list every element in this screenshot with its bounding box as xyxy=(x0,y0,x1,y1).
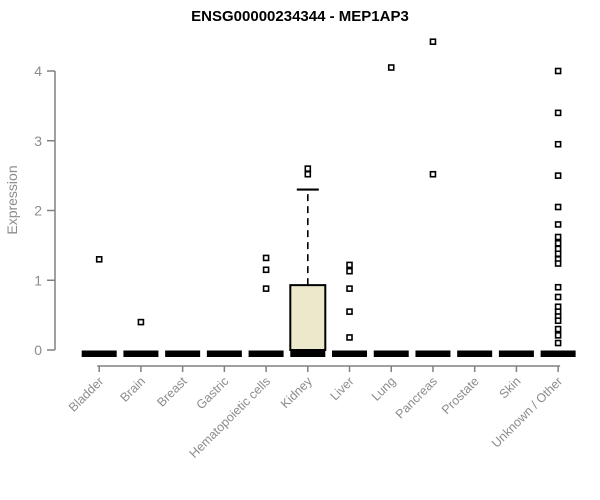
outlier-point-kidney xyxy=(304,165,312,172)
median-bar-bladder xyxy=(81,350,117,357)
x-tick-label-lung: Lung xyxy=(369,374,399,404)
median-bar-liver xyxy=(332,350,368,357)
box-kidney xyxy=(289,284,327,352)
y-tick-label: 3 xyxy=(34,133,42,149)
x-tick-label-kidney: Kidney xyxy=(278,374,315,411)
x-tick-label-liver: Liver xyxy=(328,374,357,403)
median-bar-kidney xyxy=(290,350,326,357)
outlier-point-unknown-other xyxy=(554,332,562,339)
outlier-point-liver xyxy=(346,267,353,275)
outlier-point-unknown-other xyxy=(554,109,562,117)
outlier-point-lung xyxy=(387,64,395,71)
outlier-point-unknown-other xyxy=(554,339,562,347)
outlier-point-unknown-other xyxy=(554,67,562,75)
outlier-point-liver xyxy=(346,308,353,315)
outlier-point-liver xyxy=(346,285,353,292)
x-tick-label-bladder: Bladder xyxy=(66,374,106,414)
median-bar-prostate xyxy=(457,350,493,357)
outlier-point-pancreas xyxy=(429,38,437,46)
outlier-point-unknown-other xyxy=(554,233,562,241)
outlier-point-hematopoietic-cells xyxy=(262,266,270,274)
outlier-point-unknown-other xyxy=(554,325,562,333)
y-tick-label: 1 xyxy=(34,272,42,288)
y-tick-label: 4 xyxy=(34,63,42,79)
median-bar-hematopoietic-cells xyxy=(248,350,284,357)
outlier-point-pancreas xyxy=(429,170,437,178)
outlier-point-unknown-other xyxy=(554,172,562,179)
x-tick-label-pancreas: Pancreas xyxy=(393,374,440,421)
x-tick-label-brain: Brain xyxy=(118,374,149,405)
x-tick-label-unknown-other: Unknown / Other xyxy=(489,374,565,450)
chart-title: ENSG00000234344 - MEP1AP3 xyxy=(191,8,409,25)
outlier-point-liver xyxy=(346,334,353,341)
median-bar-lung xyxy=(373,350,409,357)
x-tick-label-skin: Skin xyxy=(496,374,523,401)
x-tick-label-prostate: Prostate xyxy=(439,374,482,417)
y-tick-label: 0 xyxy=(34,342,42,358)
outlier-point-unknown-other xyxy=(554,260,562,267)
outlier-point-bladder xyxy=(95,256,103,263)
median-bar-skin xyxy=(498,350,534,357)
outlier-point-liver xyxy=(346,261,353,269)
median-bar-brain xyxy=(123,350,159,357)
outlier-point-unknown-other xyxy=(554,317,562,325)
x-tick-label-gastric: Gastric xyxy=(194,374,232,412)
median-bar-unknown-other xyxy=(540,350,576,357)
median-bar-gastric xyxy=(206,350,242,357)
outlier-point-unknown-other xyxy=(554,140,562,148)
outlier-point-unknown-other xyxy=(554,293,562,301)
y-tick-label: 2 xyxy=(34,203,42,219)
outlier-point-unknown-other xyxy=(554,250,562,258)
x-tick-label-hematopoietic-cells: Hematopoietic cells xyxy=(187,374,274,461)
outlier-point-unknown-other xyxy=(554,203,562,211)
outlier-point-brain xyxy=(137,318,145,326)
median-bar-breast xyxy=(165,350,201,357)
outlier-point-kidney xyxy=(304,170,312,178)
x-tick-label-breast: Breast xyxy=(154,374,190,410)
outlier-point-hematopoietic-cells xyxy=(262,254,270,262)
outlier-point-unknown-other xyxy=(554,239,562,247)
outlier-point-hematopoietic-cells xyxy=(262,285,270,292)
median-bar-pancreas xyxy=(415,350,451,357)
outlier-point-unknown-other xyxy=(554,283,562,291)
outlier-point-unknown-other xyxy=(554,221,562,228)
